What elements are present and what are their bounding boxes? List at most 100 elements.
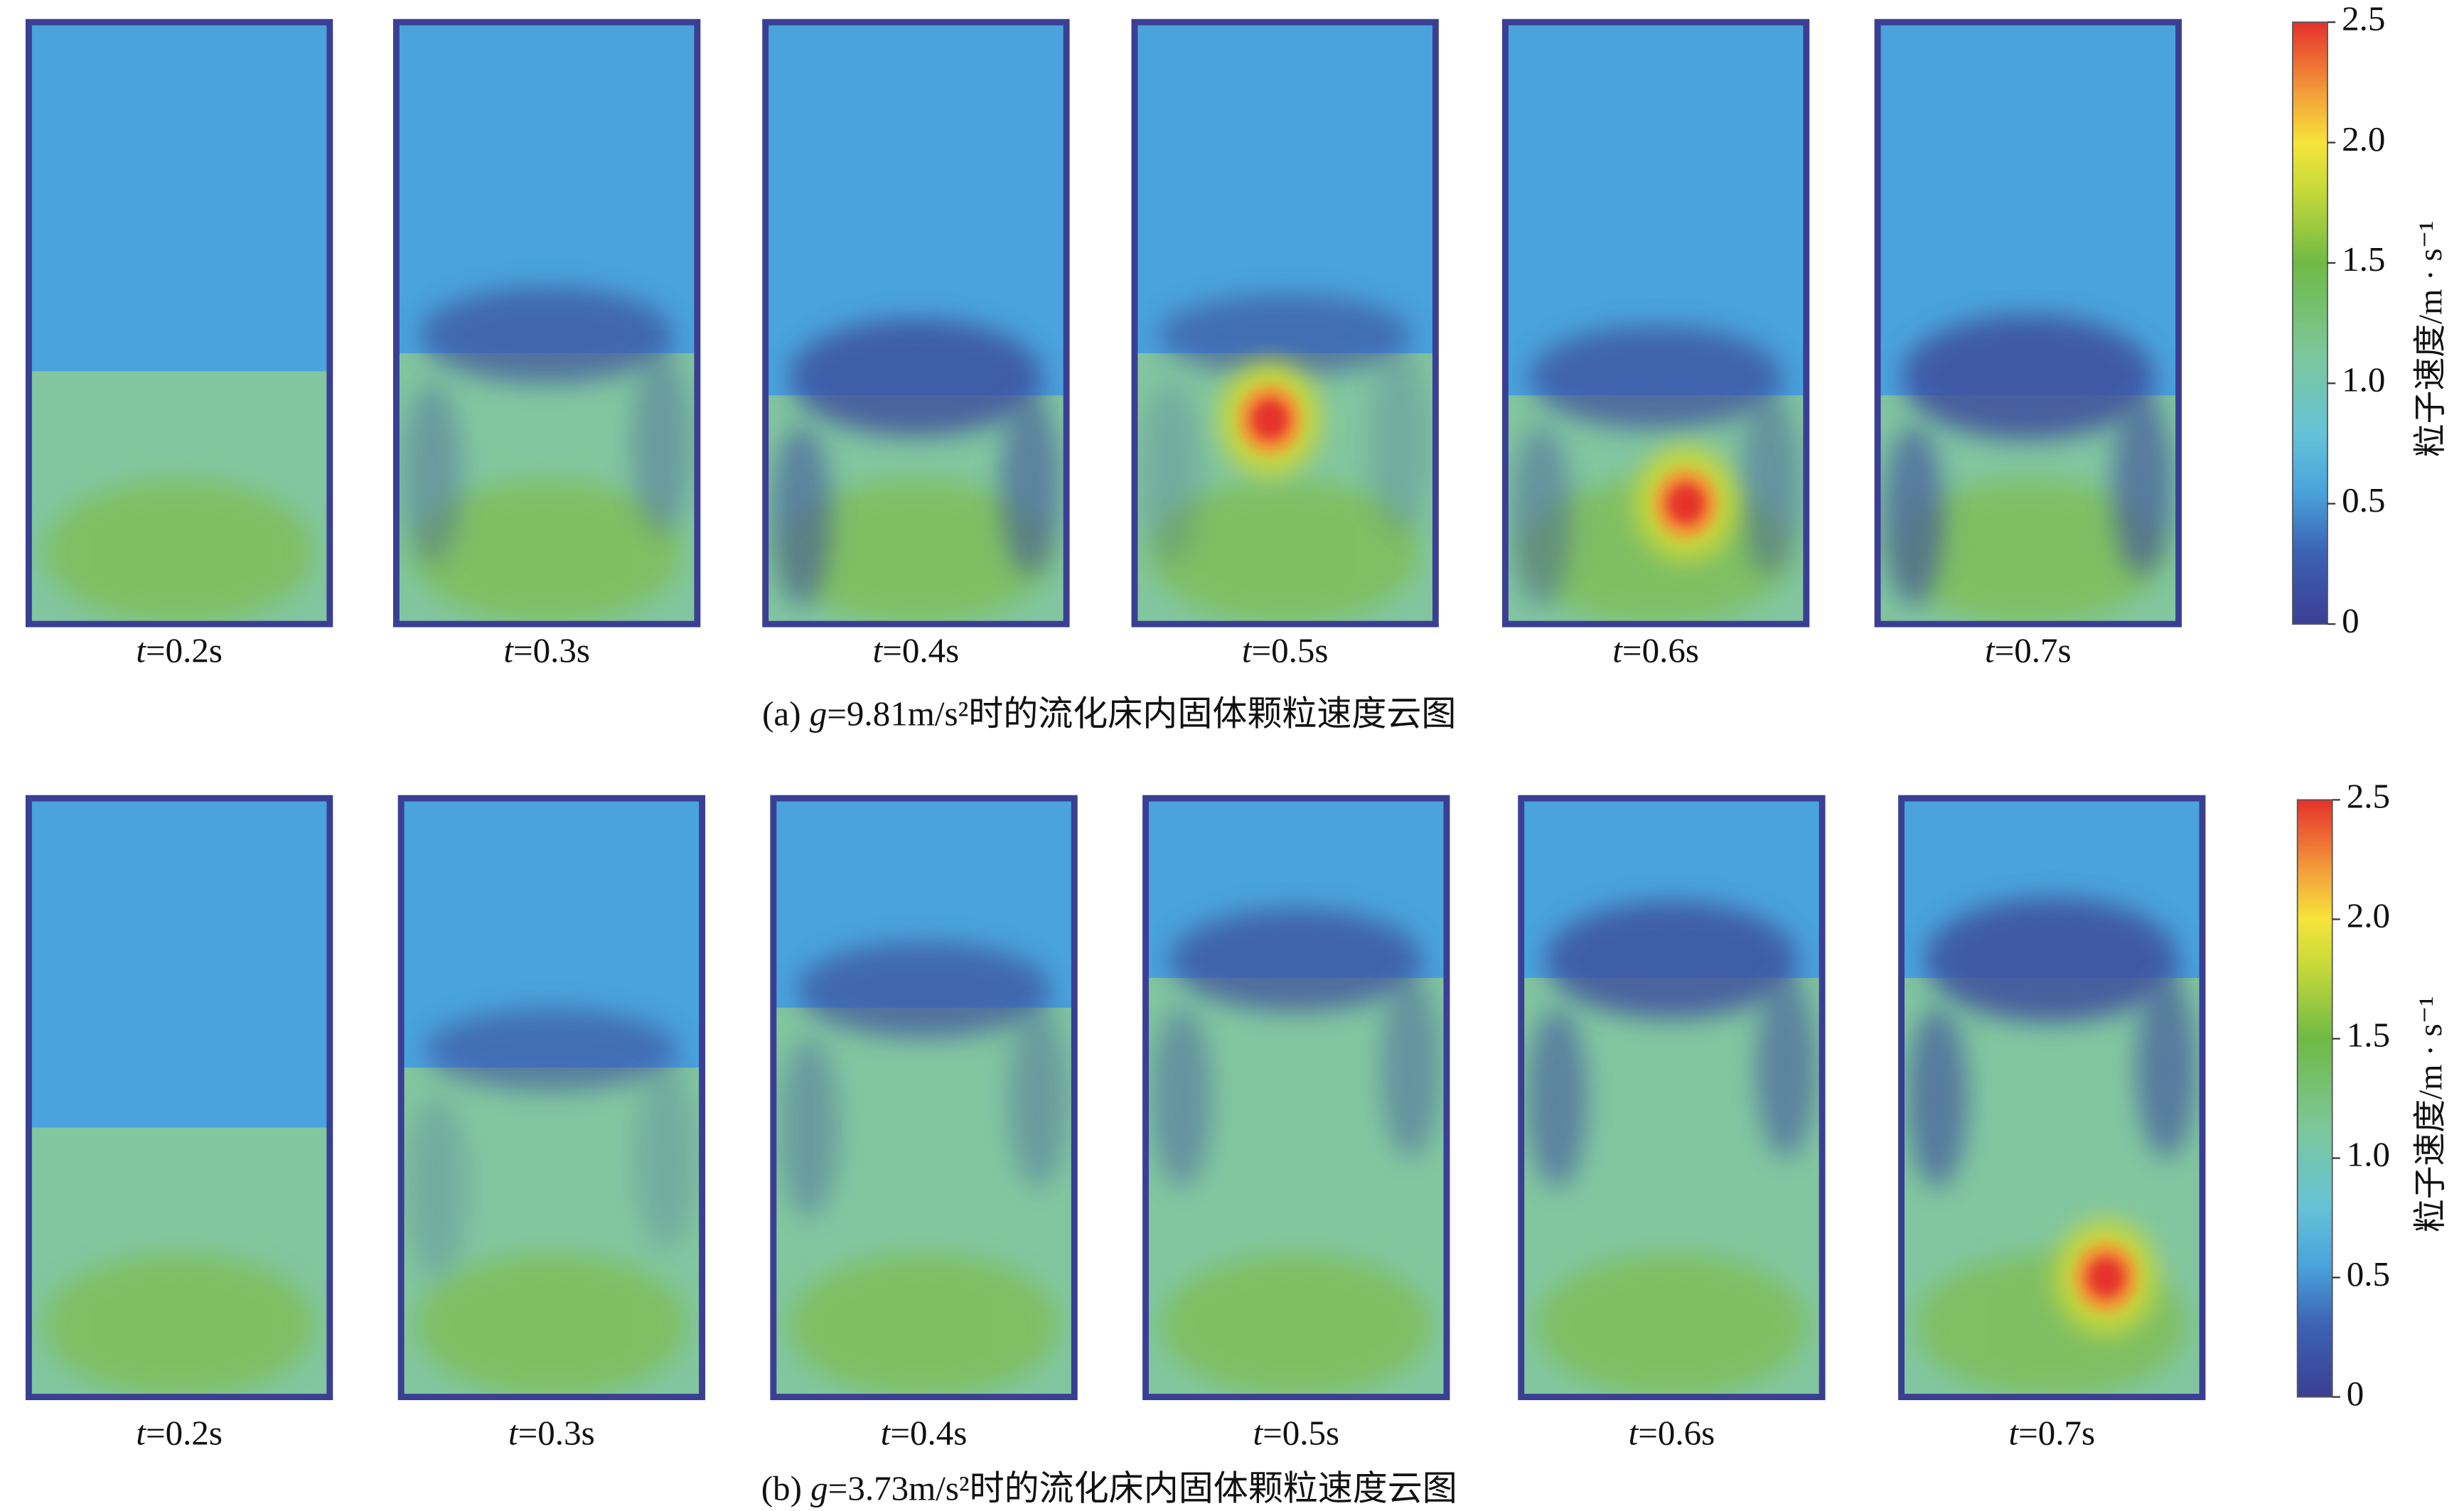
dark-band — [1901, 314, 2155, 440]
dark-side — [631, 353, 692, 534]
plot-frame — [25, 18, 333, 628]
dark-side — [1140, 383, 1201, 564]
caption-var: g — [810, 1469, 828, 1508]
colorbar-tick-label: 1.5 — [2342, 240, 2385, 279]
caption: (b) g=3.73m/s²时的流化床内固体颗粒速度云图 — [761, 1469, 1457, 1508]
contour-plot — [762, 18, 1070, 628]
time-label: t=0.6s — [1612, 631, 1699, 670]
time-var: t — [873, 631, 884, 670]
caption-rest: =9.81m/s²时的流化床内固体颗粒速度云图 — [827, 694, 1456, 733]
plot-frame — [1501, 18, 1810, 628]
plot-frame — [1874, 18, 2182, 628]
contour-field — [773, 798, 1075, 1397]
bed-green — [1150, 479, 1421, 625]
contour-field — [401, 798, 702, 1397]
time-value: =0.5s — [1263, 1414, 1339, 1453]
contour-plot — [397, 795, 706, 1401]
panel: t=0.2s t=0.3s t=0.4s t=0.5s t=0.6s t=0.7s(b) … — [25, 777, 2449, 1508]
dark-band — [425, 1009, 678, 1091]
colorbar-tick-label: 2.0 — [2342, 119, 2385, 158]
plot-frame — [393, 18, 701, 628]
caption-var: g — [810, 694, 827, 733]
time-value: =0.7s — [1995, 631, 2072, 670]
hot-core — [1250, 399, 1290, 441]
dark-side — [771, 425, 832, 606]
time-var: t — [136, 631, 146, 670]
bed-green — [43, 1253, 315, 1397]
time-label: t=0.3s — [508, 1414, 595, 1453]
dark-band — [797, 942, 1051, 1038]
caption-prefix: (b) — [761, 1469, 810, 1508]
colorbar-tick-label: 1.0 — [2342, 360, 2385, 399]
panel: t=0.2s t=0.3s t=0.4s t=0.5s t=0.6s t=0.7s(a) … — [25, 0, 2449, 733]
time-label: t=0.7s — [2008, 1414, 2095, 1453]
contour-field — [1901, 798, 2202, 1397]
time-value: =0.2s — [146, 631, 223, 670]
contour-plot — [1874, 18, 2182, 628]
time-var: t — [2008, 1414, 2019, 1453]
time-var: t — [1242, 631, 1253, 670]
bed-green — [788, 1253, 1060, 1397]
dark-side — [779, 1038, 840, 1217]
time-value: =0.3s — [518, 1414, 595, 1453]
dark-side — [1740, 395, 1801, 576]
dark-side — [636, 1068, 697, 1247]
dark-side — [1000, 395, 1061, 576]
colorbar-tick-label: 0 — [2342, 601, 2359, 640]
colorbar-tick-label: 1.0 — [2347, 1135, 2390, 1174]
time-label: t=0.5s — [1242, 631, 1329, 670]
dark-side — [402, 383, 463, 564]
dark-band — [420, 286, 674, 384]
bed-green — [411, 479, 682, 625]
time-label: t=0.4s — [881, 1414, 968, 1453]
contour-plot — [393, 18, 701, 628]
dark-side — [1755, 977, 1816, 1158]
time-label: t=0.4s — [873, 631, 960, 670]
contour-plot — [25, 18, 333, 628]
time-value: =0.4s — [890, 1414, 967, 1453]
dark-band — [1169, 908, 1423, 1012]
time-value: =0.2s — [146, 1414, 223, 1453]
dark-side — [1883, 425, 1944, 606]
contour-plot — [1501, 18, 1810, 628]
dark-band — [1529, 326, 1782, 429]
caption-rest: =3.73m/s²时的流化床内固体颗粒速度云图 — [828, 1469, 1457, 1508]
dark-band — [789, 318, 1043, 436]
plot-frame — [1518, 795, 1826, 1401]
colorbar-tick-label: 0 — [2347, 1374, 2364, 1413]
time-value: =0.4s — [882, 631, 959, 670]
hot-core — [1666, 483, 1705, 525]
bed-green — [780, 479, 1051, 625]
contour-field — [1145, 798, 1447, 1397]
time-value: =0.7s — [2018, 1414, 2095, 1453]
bed-green — [416, 1253, 687, 1397]
contour-plot — [1142, 795, 1450, 1401]
time-var: t — [508, 1414, 519, 1453]
plot-frame — [762, 18, 1070, 628]
bed-green — [1160, 1253, 1432, 1397]
dark-band — [1545, 901, 1799, 1019]
bed-green — [1892, 479, 2164, 625]
hot-core — [2087, 1257, 2126, 1298]
time-label: t=0.6s — [1629, 1414, 1715, 1453]
dark-side — [1907, 1008, 1968, 1188]
contour-plot — [1898, 795, 2206, 1401]
contour-field — [396, 22, 697, 625]
colorbar-title: 粒子速度/m · s⁻¹ — [2412, 996, 2449, 1232]
time-var: t — [1612, 631, 1623, 670]
dark-side — [1511, 425, 1572, 606]
bed-green — [43, 479, 315, 625]
colorbar-tick-label: 0.5 — [2347, 1254, 2390, 1294]
time-var: t — [881, 1414, 891, 1453]
colorbar — [2296, 799, 2333, 1398]
time-value: =0.5s — [1251, 631, 1328, 670]
time-var: t — [503, 631, 514, 670]
dark-band — [1158, 294, 1412, 377]
time-var: t — [1253, 1414, 1263, 1453]
contour-field — [1134, 22, 1436, 625]
colorbar-tick-label: 2.5 — [2342, 0, 2385, 38]
contour-plot — [25, 795, 333, 1401]
dark-side — [2136, 977, 2197, 1158]
contour-plot — [1518, 795, 1826, 1401]
